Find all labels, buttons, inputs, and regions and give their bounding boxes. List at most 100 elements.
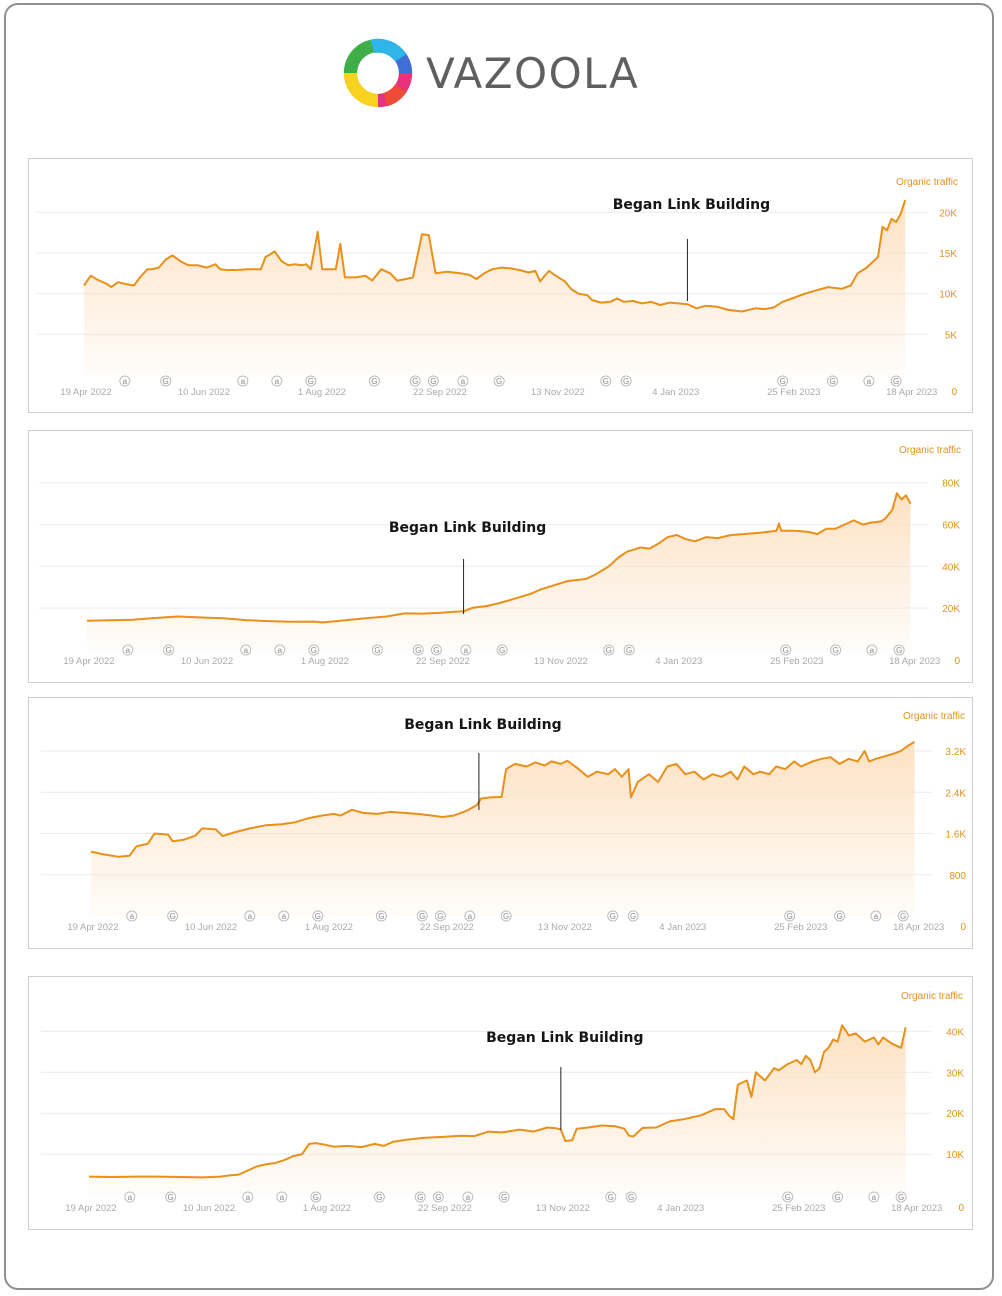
- annotation-marker[interactable]: a: [126, 910, 138, 922]
- google-update-marker[interactable]: G: [412, 644, 424, 656]
- y-tick-label: 20K: [946, 1109, 964, 1120]
- y-tick-label: 30K: [946, 1068, 964, 1079]
- google-update-marker[interactable]: G: [160, 375, 172, 387]
- google-update-marker[interactable]: G: [620, 375, 632, 387]
- google-update-marker[interactable]: G: [414, 1191, 426, 1203]
- google-update-marker[interactable]: G: [312, 910, 324, 922]
- google-update-marker[interactable]: G: [827, 375, 839, 387]
- annotation-marker[interactable]: a: [278, 910, 290, 922]
- annotation-marker[interactable]: a: [242, 1191, 254, 1203]
- google-update-marker[interactable]: G: [368, 375, 380, 387]
- annotation-marker[interactable]: a: [244, 910, 256, 922]
- annotation-marker[interactable]: a: [271, 375, 283, 387]
- google-update-marker[interactable]: G: [627, 910, 639, 922]
- google-update-marker[interactable]: G: [890, 375, 902, 387]
- legend-organic-traffic[interactable]: Organic traffic: [899, 445, 961, 456]
- google-update-marker[interactable]: G: [895, 1191, 907, 1203]
- google-update-marker[interactable]: G: [784, 910, 796, 922]
- svg-text:G: G: [168, 1193, 174, 1202]
- x-tick-label: 10 Jun 2022: [185, 922, 237, 933]
- svg-text:G: G: [501, 1193, 507, 1202]
- google-update-marker[interactable]: G: [830, 644, 842, 656]
- google-update-marker[interactable]: G: [165, 1191, 177, 1203]
- google-update-marker[interactable]: G: [605, 1191, 617, 1203]
- google-update-marker[interactable]: G: [600, 375, 612, 387]
- google-update-marker[interactable]: G: [780, 644, 792, 656]
- svg-text:a: a: [123, 377, 128, 386]
- annotation-marker[interactable]: a: [863, 375, 875, 387]
- annotation-marker[interactable]: a: [464, 910, 476, 922]
- google-update-marker[interactable]: G: [782, 1191, 794, 1203]
- google-update-marker[interactable]: G: [409, 375, 421, 387]
- svg-text:G: G: [896, 646, 902, 655]
- svg-text:G: G: [315, 912, 321, 921]
- google-update-marker[interactable]: G: [308, 644, 320, 656]
- google-update-marker[interactable]: G: [373, 1191, 385, 1203]
- google-update-marker[interactable]: G: [777, 375, 789, 387]
- annotation-marker[interactable]: a: [276, 1191, 288, 1203]
- x-tick-label: 1 Aug 2022: [301, 656, 349, 667]
- google-update-marker[interactable]: G: [623, 644, 635, 656]
- google-update-marker[interactable]: G: [375, 910, 387, 922]
- annotation-marker[interactable]: a: [237, 375, 249, 387]
- svg-text:G: G: [412, 377, 418, 386]
- annotation-marker[interactable]: a: [457, 375, 469, 387]
- traffic-line: [88, 1024, 907, 1179]
- x-tick-label: 18 Apr 2023: [893, 922, 944, 933]
- legend-organic-traffic[interactable]: Organic traffic: [896, 177, 958, 188]
- google-update-marker[interactable]: G: [607, 910, 619, 922]
- annotation-label: Began Link Building: [404, 717, 561, 733]
- brand-name: VAZOOLA: [426, 48, 640, 98]
- y-tick-label: 1.6K: [945, 830, 966, 841]
- google-update-marker[interactable]: G: [416, 910, 428, 922]
- google-update-marker[interactable]: G: [832, 1191, 844, 1203]
- annotation-marker[interactable]: a: [868, 1191, 880, 1203]
- google-update-marker[interactable]: G: [310, 1191, 322, 1203]
- google-update-marker[interactable]: G: [834, 910, 846, 922]
- google-update-marker[interactable]: G: [163, 644, 175, 656]
- annotation-marker[interactable]: a: [124, 1191, 136, 1203]
- google-update-marker[interactable]: G: [897, 910, 909, 922]
- svg-text:G: G: [371, 377, 377, 386]
- google-update-marker[interactable]: G: [167, 910, 179, 922]
- svg-text:G: G: [898, 1193, 904, 1202]
- google-update-marker[interactable]: G: [496, 644, 508, 656]
- legend-organic-traffic[interactable]: Organic traffic: [903, 711, 965, 722]
- google-update-marker[interactable]: G: [893, 644, 905, 656]
- y-tick-label: 20K: [939, 208, 957, 219]
- annotation-marker[interactable]: a: [460, 644, 472, 656]
- google-update-marker[interactable]: G: [432, 1191, 444, 1203]
- annotation-marker[interactable]: a: [119, 375, 131, 387]
- traffic-line: [83, 199, 907, 313]
- svg-text:G: G: [437, 912, 443, 921]
- svg-text:G: G: [606, 646, 612, 655]
- x-tick-label: 4 Jan 2023: [657, 1203, 704, 1214]
- annotation-marker[interactable]: a: [274, 644, 286, 656]
- svg-text:G: G: [834, 1193, 840, 1202]
- google-update-marker[interactable]: G: [498, 1191, 510, 1203]
- annotation-marker[interactable]: a: [866, 644, 878, 656]
- x-tick-label: 4 Jan 2023: [652, 387, 699, 398]
- legend-organic-traffic[interactable]: Organic traffic: [901, 991, 963, 1002]
- google-update-marker[interactable]: G: [427, 375, 439, 387]
- x-tick-label: 4 Jan 2023: [659, 922, 706, 933]
- google-update-marker[interactable]: G: [305, 375, 317, 387]
- svg-text:G: G: [170, 912, 176, 921]
- google-update-marker[interactable]: G: [371, 644, 383, 656]
- svg-text:G: G: [608, 1193, 614, 1202]
- svg-text:G: G: [308, 377, 314, 386]
- google-update-marker[interactable]: G: [500, 910, 512, 922]
- annotation-marker[interactable]: a: [870, 910, 882, 922]
- google-update-marker[interactable]: G: [430, 644, 442, 656]
- annotation-marker[interactable]: a: [240, 644, 252, 656]
- google-update-marker[interactable]: G: [434, 910, 446, 922]
- x-tick-label: 22 Sep 2022: [420, 922, 474, 933]
- annotation-marker[interactable]: a: [462, 1191, 474, 1203]
- google-update-marker[interactable]: G: [603, 644, 615, 656]
- google-update-marker[interactable]: G: [625, 1191, 637, 1203]
- google-update-marker[interactable]: G: [493, 375, 505, 387]
- svg-text:a: a: [275, 377, 280, 386]
- x-tick-label: 22 Sep 2022: [416, 656, 470, 667]
- annotation-marker[interactable]: a: [122, 644, 134, 656]
- svg-text:G: G: [610, 912, 616, 921]
